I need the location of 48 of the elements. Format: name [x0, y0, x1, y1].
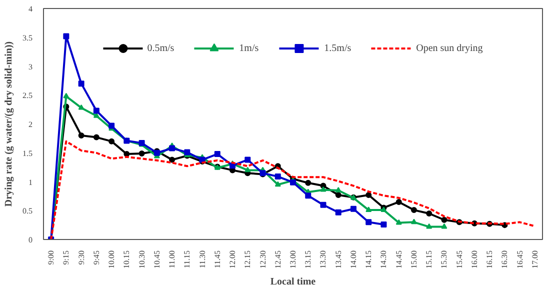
x-tick-label: 13.00: [288, 250, 298, 268]
x-tick-label: 16.45: [515, 250, 524, 268]
y-tick-label: 3: [28, 62, 32, 72]
x-tick-label: 16.15: [485, 250, 494, 268]
x-tick-label: 14.15: [364, 250, 374, 268]
y-tick-label: 3.5: [22, 33, 32, 42]
x-tick-label: 11.45: [212, 250, 222, 268]
x-tick-label: 12.45: [273, 250, 282, 268]
x-tick-label: 17.00: [530, 250, 540, 268]
x-tick-label: 12.00: [228, 250, 238, 268]
x-tick-label: 15.45: [454, 250, 464, 268]
x-tick-label: 10.30: [137, 250, 146, 268]
y-axis-title: Drying rate (g water/(g dry solid-min)): [4, 41, 14, 207]
x-tick-label: 9:45: [92, 250, 101, 265]
legend-label: 1m/s: [239, 42, 260, 54]
x-tick-label: 10.45: [152, 250, 162, 268]
x-tick-label: 15.30: [440, 250, 449, 268]
x-tick-label: 10.15: [122, 250, 132, 268]
x-tick-label: 12.15: [243, 250, 252, 268]
x-axis-title: Local time: [270, 276, 316, 288]
x-tick-label: 9:00: [46, 250, 56, 265]
x-tick-label: 16.00: [470, 250, 479, 268]
x-tick-label: 13.45: [334, 250, 343, 268]
y-tick-label: 4: [28, 4, 32, 14]
x-tick-label: 9:15: [62, 250, 71, 265]
y-tick-label: 2: [28, 120, 32, 129]
legend-label: Open sun drying: [416, 42, 483, 54]
legend-label: 1.5m/s: [324, 42, 352, 54]
legend-label: 0.5m/s: [147, 42, 174, 54]
x-tick-label: 11.00: [168, 250, 177, 268]
x-tick-label: 9:30: [76, 250, 86, 265]
x-tick-label: 15.00: [409, 250, 418, 268]
x-tick-label: 16.30: [500, 250, 510, 268]
y-tick-label: 1.5: [22, 148, 32, 158]
x-tick-label: 14.00: [348, 250, 358, 268]
y-tick-label: 0: [28, 236, 32, 244]
x-tick-label: 14.45: [394, 250, 404, 268]
y-tick-label: 0.5: [22, 206, 32, 216]
x-tick-label: 15.15: [424, 250, 434, 268]
y-tick-label: 2.5: [22, 91, 32, 100]
x-tick-label: 12.30: [258, 250, 268, 268]
y-tick-label: 1: [28, 178, 32, 187]
x-tick-label: 10.00: [107, 250, 116, 268]
x-tick-label: 11.30: [198, 250, 207, 268]
x-tick-label: 11.15: [182, 250, 192, 268]
x-tick-label: 13.30: [318, 250, 328, 268]
x-tick-label: 13.15: [304, 250, 313, 268]
x-tick-label: 14.30: [379, 250, 388, 268]
